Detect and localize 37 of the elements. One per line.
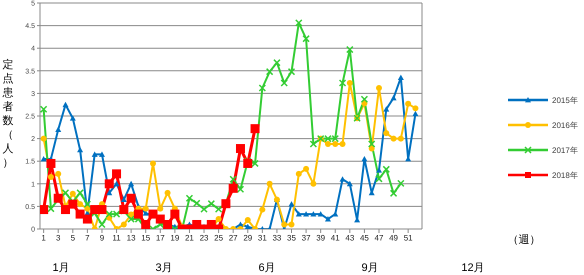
x-tick-label: 29 bbox=[243, 234, 253, 243]
text: 12月 bbox=[461, 261, 485, 275]
x-tick-label: 37 bbox=[302, 234, 312, 243]
x-tick-label: 45 bbox=[360, 234, 370, 243]
x-tick-label: 17 bbox=[156, 234, 166, 243]
legend-label: 2017年 bbox=[552, 144, 578, 156]
y-axis-title: 定点患者数（人） bbox=[2, 58, 14, 170]
text: （週） bbox=[508, 233, 540, 247]
legend-label: 2018年 bbox=[552, 170, 578, 180]
x-tick-label: 35 bbox=[287, 234, 297, 243]
x-tick-label: 21 bbox=[184, 234, 194, 243]
x-tick-label: 23 bbox=[200, 234, 210, 243]
x-tick-label: 51 bbox=[404, 234, 414, 243]
x-tick-label: 1 bbox=[41, 234, 46, 243]
text: 9月 bbox=[361, 261, 379, 275]
x-tick-label: 13 bbox=[126, 234, 136, 243]
x-tick-label: 5 bbox=[70, 234, 76, 243]
text: 6月 bbox=[258, 261, 276, 275]
x-tick-label: 39 bbox=[316, 234, 326, 243]
x-tick-label: 11 bbox=[112, 234, 122, 243]
x-tick-label: 43 bbox=[345, 234, 355, 243]
x-tick-label: 33 bbox=[272, 234, 282, 243]
x-tick-label: 27 bbox=[228, 234, 238, 243]
x-tick-label: 31 bbox=[258, 234, 268, 243]
x-tick-label: 3 bbox=[56, 234, 61, 243]
x-tick-label: 7 bbox=[85, 234, 90, 243]
text: 1月 bbox=[52, 261, 70, 275]
text: 3月 bbox=[155, 261, 173, 275]
x-tick-label: 47 bbox=[374, 234, 384, 243]
legend-label: 2015年 bbox=[552, 94, 578, 106]
x-tick-label: 15 bbox=[141, 234, 151, 243]
legend-label: 2016年 bbox=[552, 120, 578, 130]
x-tick-label: 41 bbox=[330, 234, 340, 243]
x-tick-label: 9 bbox=[100, 234, 105, 243]
x-tick-label: 49 bbox=[389, 234, 399, 243]
x-tick-label: 19 bbox=[170, 234, 180, 243]
x-tick-label: 25 bbox=[214, 234, 224, 243]
